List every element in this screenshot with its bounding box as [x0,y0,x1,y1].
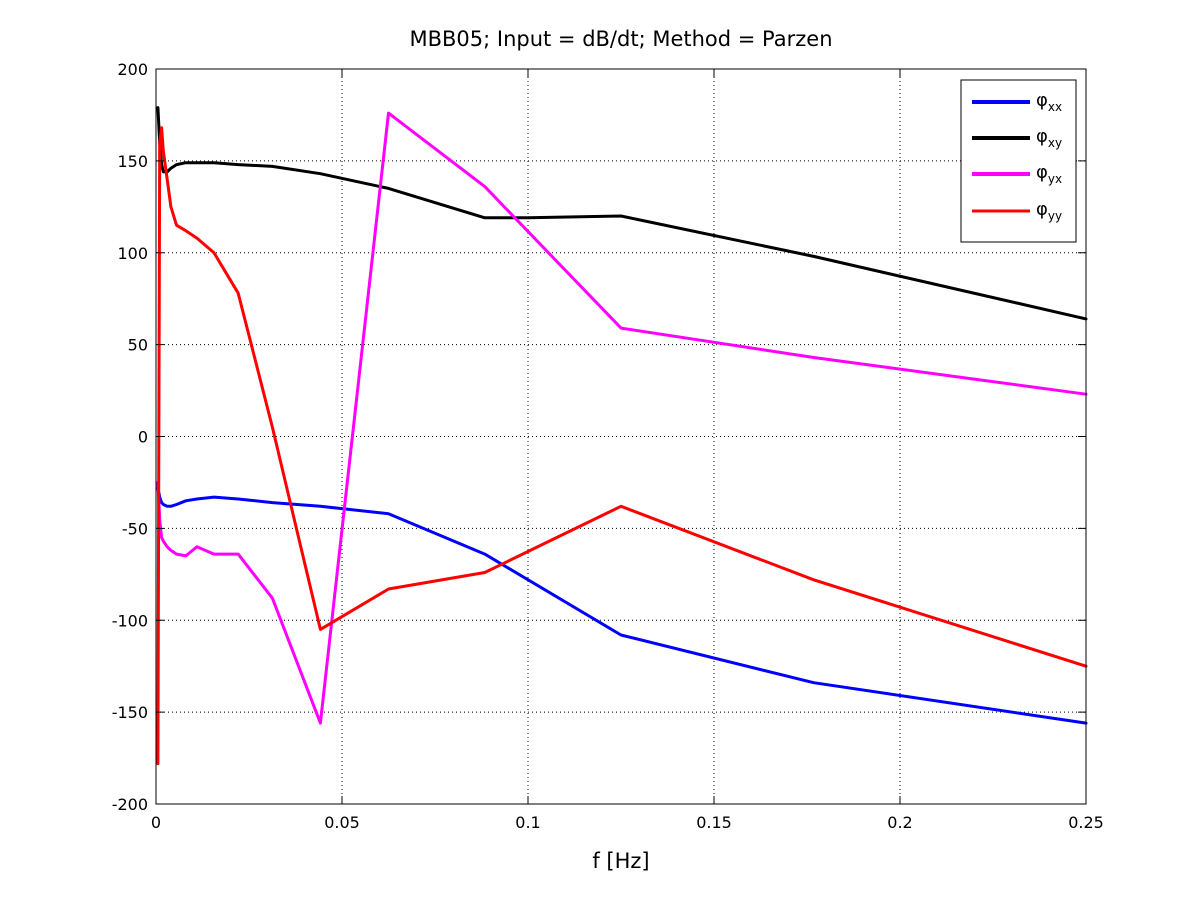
legend-label-yx: φyx [1036,162,1062,186]
legend-label-xy: φxy [1036,126,1062,150]
y-tick-label: -200 [112,795,148,814]
y-tick-label: 200 [117,60,148,79]
x-axis-label: f [Hz] [592,849,649,873]
legend-subscript: yx [1048,172,1062,186]
x-tick-label: 0 [151,813,161,832]
series-line-yx [156,111,1088,725]
legend-label-xx: φxx [1036,90,1062,114]
series-line-yy [156,126,1088,766]
y-tick-label: 0 [138,428,148,447]
legend-subscript: xy [1048,136,1062,150]
legend-label-yy: φyy [1036,199,1062,223]
legend-subscript: xx [1048,100,1062,114]
y-tick-label: 100 [117,244,148,263]
x-tick-label: 0.25 [1068,813,1104,832]
legend-symbol: φ [1036,162,1048,183]
y-tick-label: 50 [128,336,148,355]
y-tick-label: -100 [112,611,148,630]
tick-layer: 0 0.05 0.1 0.15 0.2 0.25 200 150 100 50 0 -50 -100 -1… [112,60,1104,832]
legend-symbol: φ [1036,199,1048,220]
x-tick-label: 0.15 [696,813,732,832]
legend-symbol: φ [1036,126,1048,147]
legend-subscript: yy [1048,209,1062,223]
legend-box [960,79,1077,243]
y-tick-label: -50 [122,519,148,538]
series-line-xy [156,106,1088,321]
legend-symbol: φ [1036,90,1048,111]
x-tick-label: 0.1 [515,813,540,832]
y-tick-label: 150 [117,152,148,171]
x-tick-label: 0.05 [324,813,360,832]
series-line-xx [156,486,1088,725]
y-tick-label: -150 [112,703,148,722]
x-tick-label: 0.2 [887,813,912,832]
chart-title: MBB05; Input = dB/dt; Method = Parzen [409,27,832,51]
grid-layer [156,69,1086,804]
series-layer [156,106,1088,766]
